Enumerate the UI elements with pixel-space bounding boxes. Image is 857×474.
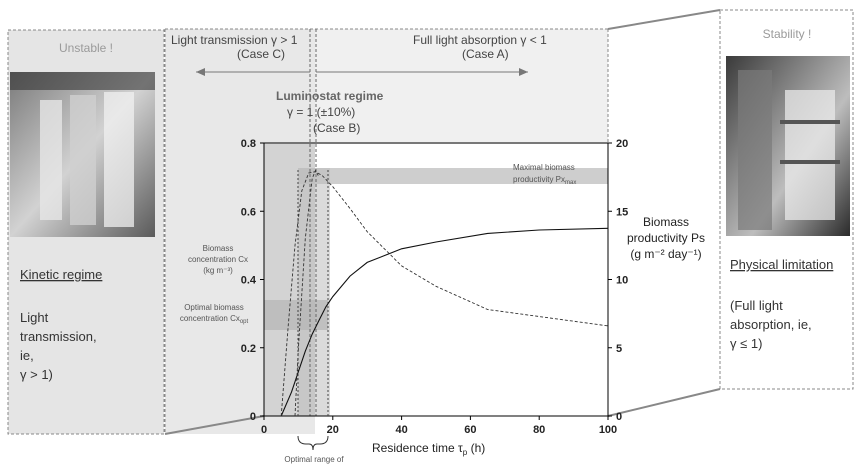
case-a-region <box>315 29 608 144</box>
x-axis-label: Residence time τp (h) <box>372 441 485 457</box>
y-left-label-line-2: concentration Cx <box>188 255 248 264</box>
right-desc-line-3: γ ≤ 1) <box>730 336 762 351</box>
case-c-arrowhead <box>196 68 205 76</box>
y-right-label-line-1: Biomass <box>643 215 689 229</box>
optimal-conc-line-2: concentration Cxopt <box>180 314 249 325</box>
x-tick-label: 60 <box>464 424 476 436</box>
max-productivity-band <box>298 168 608 184</box>
left-desc-line-3: ie, <box>20 348 34 363</box>
y-left-tick-label: 0.6 <box>241 206 256 218</box>
luminostat-gamma: γ = 1 (±10%) <box>287 105 355 119</box>
y-left-tick-label: 0.4 <box>241 275 257 287</box>
right-photo <box>726 56 850 236</box>
left-desc-line-2: transmission, <box>20 329 97 344</box>
optimal-residence-band <box>298 168 330 416</box>
left-desc-line-1: Light <box>20 310 49 325</box>
case-a-label: (Case A) <box>462 47 509 61</box>
y-left-tick-label: 0.8 <box>241 138 256 150</box>
optimal-conc-line-1: Optimal biomass <box>184 303 244 312</box>
biomass-productivity-line-1 <box>280 171 609 417</box>
y-right-tick-label: 10 <box>616 275 628 287</box>
left-panel-title: Unstable ! <box>59 41 113 55</box>
right-desc-line-2: absorption, ie, <box>730 317 812 332</box>
y-left-label-line-1: Biomass <box>203 244 234 253</box>
x-tick-label: 100 <box>599 424 617 436</box>
y-right-label-line-3: (g m⁻² day⁻¹) <box>630 247 701 261</box>
connector-left <box>164 415 265 435</box>
luminostat-title: Luminostat regime <box>276 89 384 103</box>
y-right-tick-label: 15 <box>616 206 628 218</box>
right-desc-line-1: (Full light <box>730 298 783 313</box>
y-left-tick-label: 0.2 <box>241 343 256 355</box>
optimal-range-brace <box>297 435 329 451</box>
y-right-label-line-2: productivity Ps <box>627 231 705 245</box>
case-b-label: (Case B) <box>313 121 360 135</box>
x-tick-label: 20 <box>327 424 339 436</box>
case-a-arrowhead <box>519 68 528 76</box>
light-transmission-label: Light transmission γ > 1 <box>171 33 298 47</box>
x-tick-label: 0 <box>261 424 267 436</box>
connector-right-bottom <box>607 388 721 417</box>
biomass-productivity-line-2 <box>294 169 320 417</box>
optimal-range-label: Optimal range of <box>284 455 344 464</box>
y-right-tick-label: 5 <box>616 343 622 355</box>
max-productivity-line-1: Maximal biomass <box>513 163 575 172</box>
max-productivity-line-2: productivity Pxmax <box>513 175 576 186</box>
y-left-label-line-3: (kg m⁻³) <box>203 266 233 275</box>
biomass-concentration-line <box>280 227 609 417</box>
left-photo <box>10 72 155 237</box>
connector-right-top <box>607 9 721 30</box>
x-tick-label: 40 <box>395 424 407 436</box>
right-panel-title: Stability ! <box>763 27 812 41</box>
y-right-tick-label: 20 <box>616 138 628 150</box>
left-desc-line-4: γ > 1) <box>20 367 53 382</box>
case-c-label: (Case C) <box>237 47 285 61</box>
right-regime-label: Physical limitation <box>730 257 833 272</box>
x-tick-label: 80 <box>533 424 545 436</box>
optimal-concentration-band <box>264 300 328 330</box>
y-right-tick-label: 0 <box>616 411 622 423</box>
left-regime-label: Kinetic regime <box>20 267 102 282</box>
full-absorption-label: Full light absorption γ < 1 <box>413 33 547 47</box>
y-left-tick-label: 0 <box>250 411 256 423</box>
